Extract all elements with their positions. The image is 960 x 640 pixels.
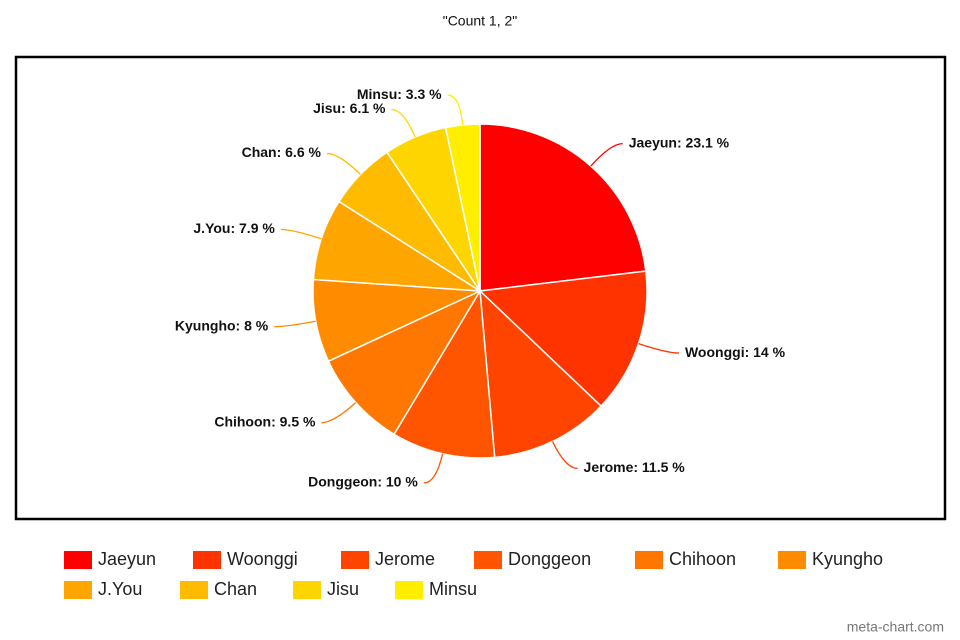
pie-slice (444, 123, 481, 292)
legend-swatch (778, 551, 806, 569)
legend-label: Chihoon (669, 549, 736, 569)
data-label: Chan: 6.6 % (242, 144, 322, 160)
legend-swatch (635, 551, 663, 569)
legend-swatch (64, 581, 92, 599)
leader-line (551, 441, 578, 470)
plot-frame (14, 55, 947, 521)
legend-label: Jaeyun (98, 549, 156, 569)
legend-label: Jerome (375, 549, 435, 569)
data-label: J.You: 7.9 % (193, 220, 275, 236)
data-label: Jisu: 6.1 % (313, 100, 386, 116)
pie-slice (479, 123, 647, 292)
legend-swatch (64, 551, 92, 569)
data-label: Woonggi: 14 % (685, 344, 786, 360)
legend-swatch (193, 551, 221, 569)
data-label: Jerome: 11.5 % (584, 459, 686, 475)
pie-slice (478, 270, 648, 408)
leader-line (638, 342, 679, 354)
data-label: Chihoon: 9.5 % (214, 413, 316, 429)
leader-line (423, 453, 444, 484)
legend-swatch (180, 581, 208, 599)
legend-label: Donggeon (508, 549, 591, 569)
legend-label: Jisu (327, 579, 359, 599)
data-label: Minsu: 3.3 % (357, 86, 442, 102)
data-label: Jaeyun: 23.1 % (629, 134, 730, 150)
leader-line (590, 142, 623, 167)
chart-title: "Count 1, 2" (443, 13, 518, 29)
leader-line (447, 94, 464, 125)
legend-label: Woonggi (227, 549, 298, 569)
legend-label: Kyungho (812, 549, 883, 569)
data-label: Donggeon: 10 % (308, 474, 418, 490)
leader-line (391, 108, 416, 138)
legend-swatch (293, 581, 321, 599)
pie-slice (479, 289, 603, 459)
pie-slice (393, 288, 496, 459)
leader-line (274, 320, 316, 328)
leader-line (326, 152, 361, 175)
leader-line (280, 228, 322, 240)
leader-line (321, 402, 357, 424)
legend-swatch (474, 551, 502, 569)
legend-label: Chan (214, 579, 257, 599)
pie-slice (327, 289, 482, 436)
legend-label: Minsu (429, 579, 477, 599)
legend-swatch (395, 581, 423, 599)
legend-swatch (341, 551, 369, 569)
legend-label: J.You (98, 579, 142, 599)
data-label: Kyungho: 8 % (175, 317, 269, 333)
watermark: meta-chart.com (847, 619, 944, 635)
